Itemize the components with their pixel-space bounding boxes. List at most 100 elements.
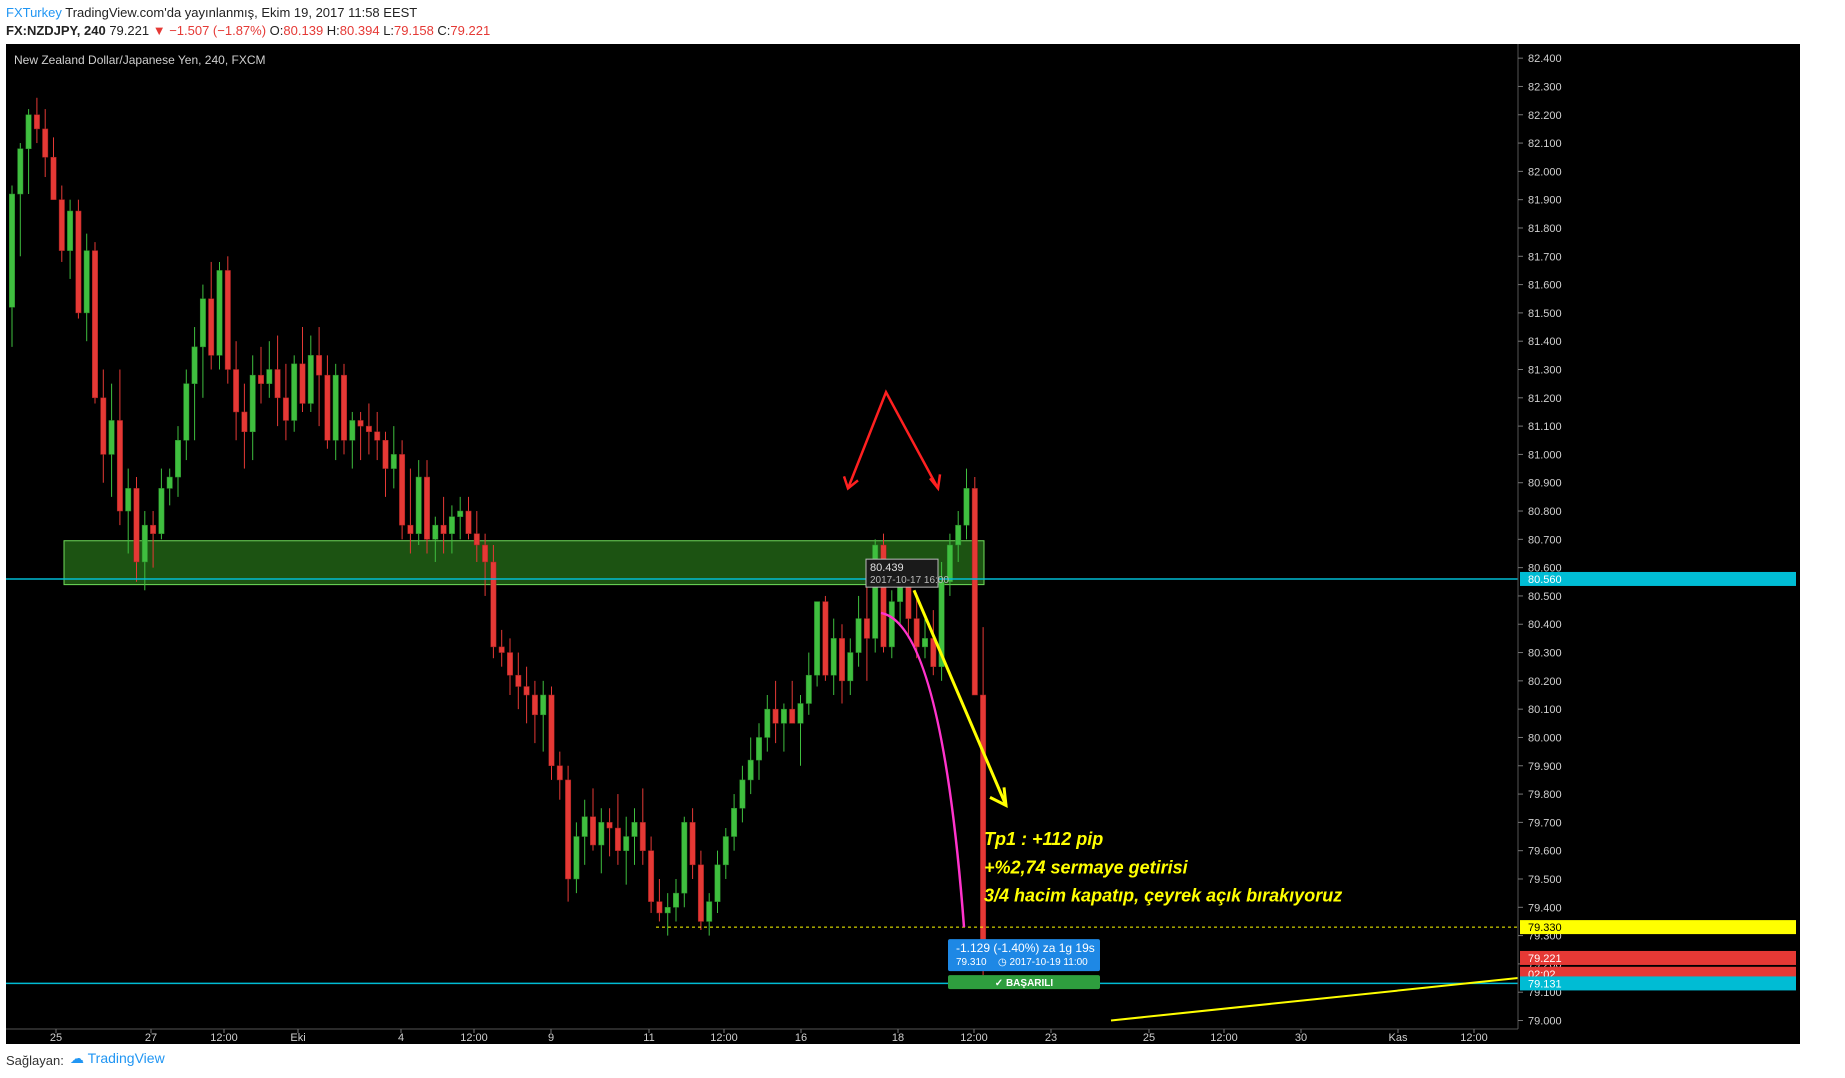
trend-line xyxy=(1110,977,1519,1022)
candle xyxy=(913,595,920,659)
candle xyxy=(797,695,804,766)
status-badge-bg xyxy=(948,975,1100,990)
candle-body xyxy=(490,561,497,648)
candle-body xyxy=(789,708,796,724)
price-axis[interactable]: 82.400 82.300 82.200 82.100 82.000 81.900 81.8… xyxy=(1517,44,1800,1044)
candle xyxy=(706,893,713,936)
candle-body xyxy=(158,488,165,534)
candle-body xyxy=(797,703,804,724)
yellow-arrowhead xyxy=(989,787,1008,808)
price-badge-text: 80.560 xyxy=(1528,574,1562,586)
candle-body xyxy=(507,652,513,676)
candle-body xyxy=(863,618,870,639)
candle xyxy=(415,460,422,545)
candle-body xyxy=(183,383,190,441)
candle xyxy=(175,426,181,497)
candle-body xyxy=(847,652,854,682)
status-text: ✓ BAŞARILI xyxy=(995,978,1054,989)
target-box-price: 79.310 xyxy=(956,957,987,968)
candle-body xyxy=(714,864,721,902)
candle xyxy=(407,468,414,554)
candle xyxy=(822,595,829,681)
candle xyxy=(664,893,671,936)
candle-body xyxy=(357,420,364,427)
candle xyxy=(830,618,837,696)
candle xyxy=(216,261,223,370)
candle-body xyxy=(473,533,480,546)
time-tick-label: 12:00 xyxy=(710,1032,738,1044)
candle xyxy=(324,355,331,449)
candle-body xyxy=(515,674,522,687)
candle-body xyxy=(324,374,331,441)
candle xyxy=(756,723,762,780)
candle-body xyxy=(291,363,298,421)
price-tick-label: 80.800 xyxy=(1528,506,1562,518)
candle xyxy=(789,680,796,724)
candle-body xyxy=(556,765,563,781)
candle xyxy=(42,109,49,178)
time-tick-label: 25 xyxy=(1143,1032,1155,1044)
price-badge: 79.221 xyxy=(1520,950,1796,965)
author-link[interactable]: FXTurkey xyxy=(6,5,62,20)
candle-body xyxy=(150,524,157,534)
target-curve xyxy=(880,611,966,928)
candle-body xyxy=(249,374,256,433)
candle xyxy=(681,816,688,908)
candle xyxy=(839,624,845,704)
candle xyxy=(440,496,447,554)
price-tick-label: 80.700 xyxy=(1528,534,1562,546)
candle xyxy=(150,511,157,568)
target-box-bg xyxy=(948,939,1100,972)
tradingview-link[interactable]: ☁ TradingView xyxy=(70,1050,165,1067)
candle xyxy=(614,794,621,865)
candle-body xyxy=(108,420,115,455)
arrowhead-left xyxy=(842,475,859,491)
time-tick-label: 4 xyxy=(398,1032,404,1044)
candle xyxy=(341,363,347,455)
candle xyxy=(108,383,115,497)
candle-body xyxy=(448,516,455,534)
candle xyxy=(241,383,248,469)
time-tick-label: 16 xyxy=(795,1032,807,1044)
candlestick-chart[interactable]: New Zealand Dollar/Japanese Yen, 240, FX… xyxy=(6,44,1800,1044)
price-tick-label: 79.600 xyxy=(1528,846,1562,858)
price-axis-bg xyxy=(1518,44,1800,1044)
candle-body xyxy=(872,544,879,639)
candle xyxy=(299,327,306,412)
candle-body xyxy=(440,524,447,534)
candle-body xyxy=(67,210,74,251)
price-tick-label: 80.100 xyxy=(1528,704,1562,716)
time-tick-label: 12:00 xyxy=(960,1032,988,1044)
candle xyxy=(498,629,505,667)
candle-body xyxy=(731,807,738,837)
candle xyxy=(980,627,987,976)
candle-body xyxy=(75,210,82,314)
candle-body xyxy=(747,759,754,781)
candle-body xyxy=(756,737,762,761)
candle xyxy=(697,850,704,930)
candle-body xyxy=(648,850,655,902)
candle xyxy=(805,652,812,715)
candle xyxy=(606,808,613,857)
price-badge-text: 79.330 xyxy=(1528,922,1562,934)
candle-body xyxy=(42,128,49,158)
price-badge: 80.560 xyxy=(1520,571,1796,586)
candle-body xyxy=(9,193,15,308)
chart-frame[interactable]: New Zealand Dollar/Japanese Yen, 240, FX… xyxy=(6,44,1800,1044)
candle xyxy=(598,808,605,874)
candle-body xyxy=(390,454,397,469)
symbol-label: FX:NZDJPY, 240 xyxy=(6,23,106,38)
candle xyxy=(739,765,746,823)
candle-body xyxy=(133,488,140,563)
candle xyxy=(166,468,173,506)
provider-name: TradingView xyxy=(87,1050,165,1066)
price-tick-label: 81.800 xyxy=(1528,223,1562,235)
candle-body xyxy=(639,822,646,851)
candle-body xyxy=(855,618,862,653)
support-zone xyxy=(63,540,985,586)
price-tick-label: 81.600 xyxy=(1528,280,1562,292)
price-tick-label: 81.700 xyxy=(1528,251,1562,263)
time-axis[interactable]: 25 27 12:00 Eki 4 12:00 9 11 12:00 16 18 12:00 23 25 1… xyxy=(6,1028,1518,1044)
candle-body xyxy=(805,674,812,704)
